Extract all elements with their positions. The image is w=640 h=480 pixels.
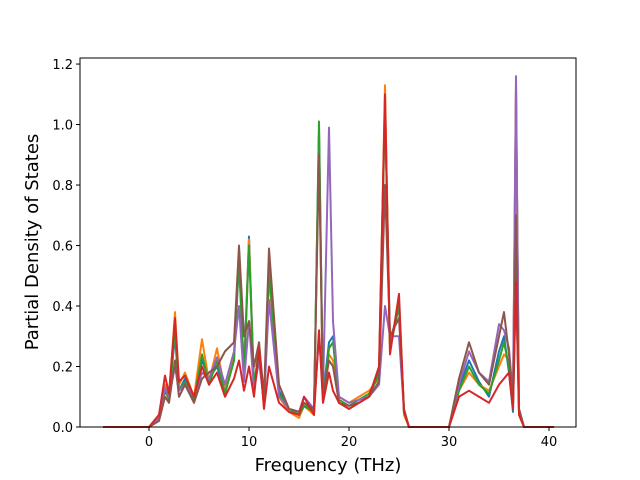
series-line-5 <box>103 153 554 428</box>
y-tick-label: 1.0 <box>52 119 73 134</box>
x-tick-label: 10 <box>241 435 258 450</box>
x-tick-label: 20 <box>341 435 358 450</box>
x-axis-label: Frequency (THz) <box>255 455 402 476</box>
x-tick-label: 0 <box>145 435 153 450</box>
y-tick-label: 0.2 <box>52 361 73 376</box>
y-tick-label: 0.8 <box>52 179 73 194</box>
plot-frame <box>79 57 577 428</box>
series-line-6 <box>103 93 554 428</box>
y-tick-label: 0.6 <box>52 240 73 255</box>
y-tick-label: 1.2 <box>52 58 73 73</box>
y-axis-label: Partial Density of States <box>22 134 43 351</box>
x-axis: 0 10 20 30 40 <box>145 427 557 450</box>
x-tick-label: 30 <box>441 435 458 450</box>
y-tick-label: 0.4 <box>52 300 73 315</box>
y-axis: 0.0 0.2 0.4 0.6 0.8 1.0 1.2 <box>52 58 80 436</box>
x-tick-label: 40 <box>541 435 558 450</box>
y-tick-label: 0.0 <box>52 421 73 436</box>
series-layer <box>103 75 554 428</box>
